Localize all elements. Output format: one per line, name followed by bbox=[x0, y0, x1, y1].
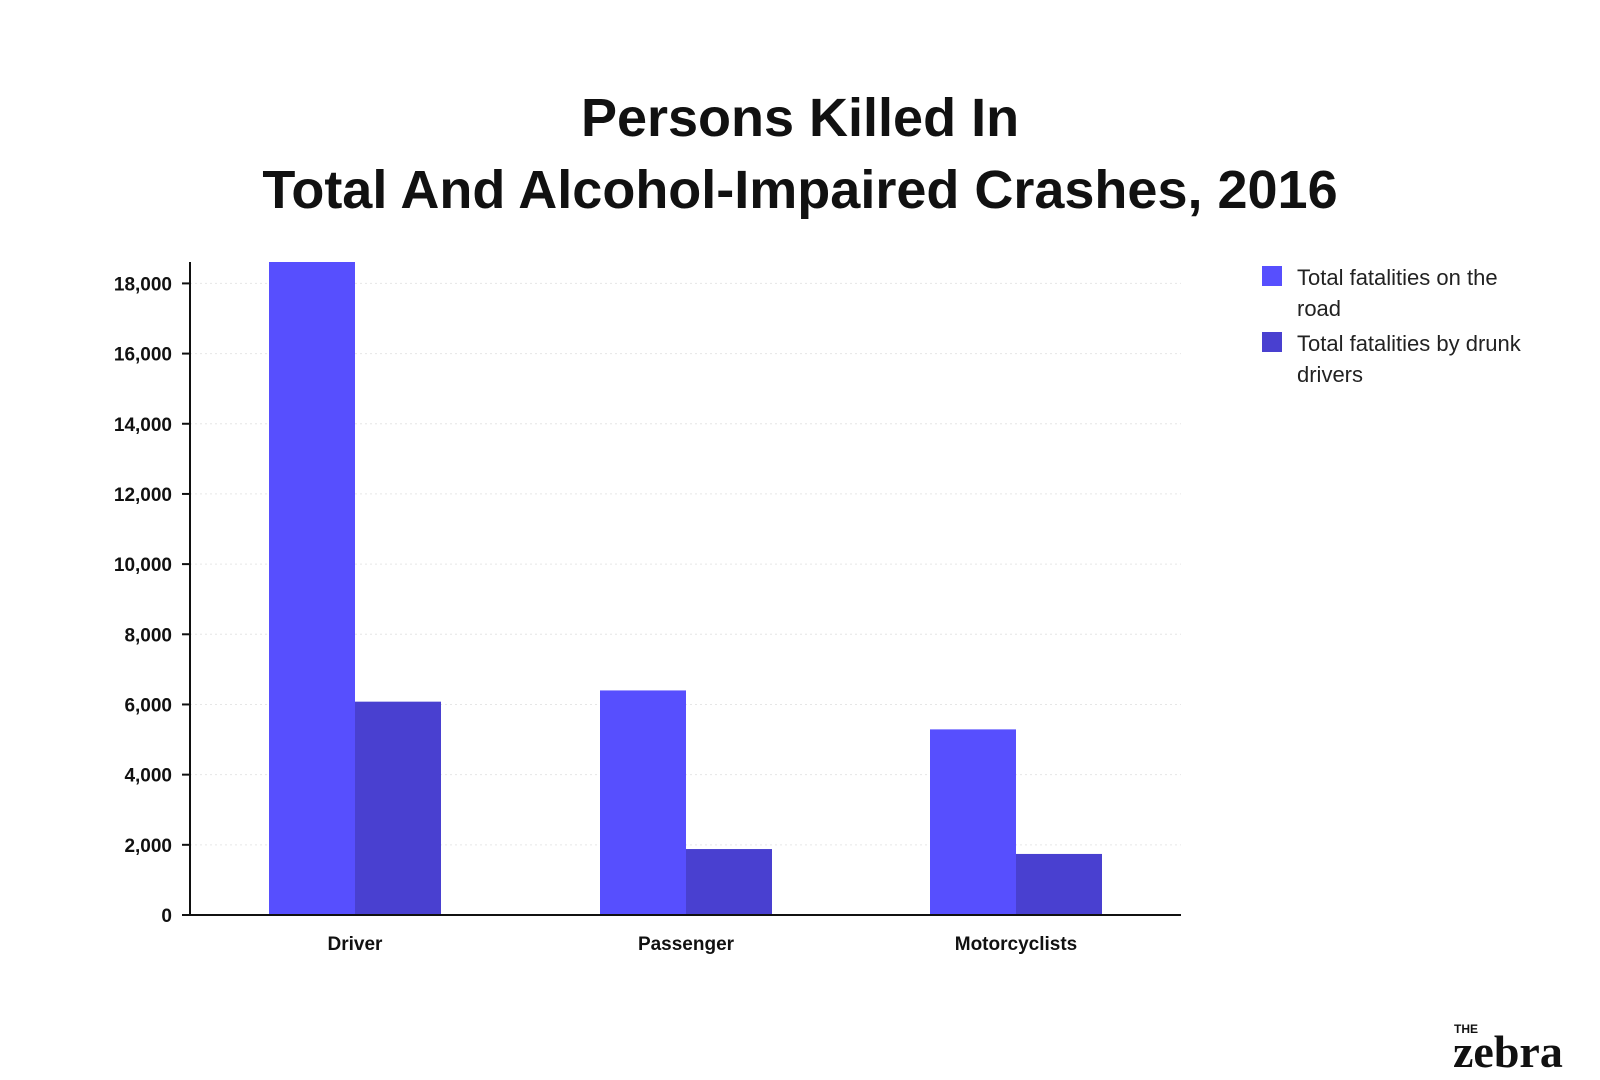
legend-item-total: Total fatalities on the road bbox=[1262, 262, 1522, 324]
y-tick-label: 8,000 bbox=[124, 625, 172, 646]
bar-motorcyclists-series-1 bbox=[930, 729, 1016, 915]
y-tick-label: 12,000 bbox=[114, 485, 172, 506]
y-tick-label: 6,000 bbox=[124, 695, 172, 716]
y-tick-label: 16,000 bbox=[114, 345, 172, 366]
bar-driver-series-2 bbox=[355, 701, 441, 915]
legend-swatch-drunk bbox=[1262, 332, 1282, 352]
x-category-label: Driver bbox=[328, 934, 384, 955]
x-category-label: Passenger bbox=[638, 934, 735, 955]
y-tick-label: 4,000 bbox=[124, 766, 172, 787]
legend: Total fatalities on the road Total fatal… bbox=[1262, 262, 1522, 394]
bar-passenger-series-2 bbox=[686, 849, 772, 915]
y-tick-label: 2,000 bbox=[124, 836, 172, 857]
y-tick-label: 18,000 bbox=[114, 274, 172, 295]
chart-title-line-1: Persons Killed In bbox=[580, 88, 1020, 148]
legend-item-drunk: Total fatalities by drunk drivers bbox=[1262, 328, 1522, 390]
bar-passenger-series-1 bbox=[600, 690, 686, 915]
logo-small-text: THE bbox=[1454, 1022, 1478, 1036]
y-tick-label: 10,000 bbox=[114, 555, 172, 576]
legend-label-drunk: Total fatalities by drunk drivers bbox=[1297, 331, 1521, 387]
logo-main-text: zebra bbox=[1454, 1026, 1563, 1077]
x-category-label: Motorcyclists bbox=[955, 934, 1077, 955]
bar-driver-series-1 bbox=[269, 262, 355, 915]
chart-title-line-2: Total And Alcohol-Impaired Crashes, 2016 bbox=[262, 160, 1338, 220]
legend-label-total: Total fatalities on the road bbox=[1297, 265, 1498, 321]
x-axis-labels: Driver Passenger Motorcyclists bbox=[328, 934, 1078, 955]
chart-title: Persons Killed In Total And Alcohol-Impa… bbox=[0, 82, 1600, 226]
legend-swatch-total bbox=[1262, 266, 1282, 286]
y-tick-label: 14,000 bbox=[114, 415, 172, 436]
the-zebra-logo: THE zebra bbox=[1454, 1022, 1563, 1077]
bar-motorcyclists-series-2 bbox=[1016, 853, 1102, 915]
bars bbox=[269, 262, 1102, 915]
y-axis-ticks: 0 2,000 4,000 6,000 8,000 10,000 12,000 14,000 1… bbox=[114, 274, 190, 927]
y-tick-label: 0 bbox=[161, 906, 172, 927]
